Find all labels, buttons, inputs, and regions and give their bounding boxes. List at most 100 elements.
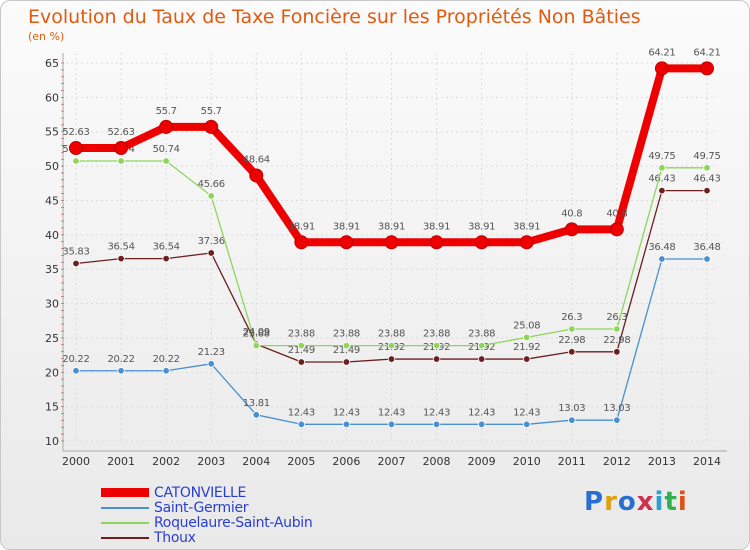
x-tick-label: 2009	[468, 455, 496, 468]
legend-label: Saint-Germier	[154, 500, 249, 516]
x-tick-label: 2001	[107, 455, 135, 468]
legend-item-saint-germier: Saint-Germier	[96, 500, 396, 516]
x-tick-label: 2014	[693, 455, 721, 468]
data-point-roquelaure-saint-aubin	[703, 164, 711, 172]
data-point-catonvielle	[294, 235, 309, 250]
data-point-roquelaure-saint-aubin	[297, 341, 306, 350]
data-label-saint-germier: 13.03	[603, 403, 630, 414]
data-label-saint-germier: 21.23	[198, 347, 225, 358]
data-label-catonvielle: 38.91	[423, 221, 450, 232]
data-label-roquelaure-saint-aubin: 23.88	[378, 329, 405, 340]
data-label-saint-germier: 12.43	[468, 407, 495, 418]
data-label-roquelaure-saint-aubin: 49.75	[648, 151, 675, 162]
legend-swatch-catonvielle	[101, 488, 149, 497]
data-label-saint-germier: 20.22	[153, 354, 180, 365]
data-point-thoux	[658, 186, 666, 195]
data-point-roquelaure-saint-aubin	[568, 325, 576, 333]
data-point-saint-germier	[297, 420, 306, 428]
data-label-saint-germier: 36.48	[648, 242, 675, 253]
data-point-catonvielle	[204, 119, 219, 134]
chart-title: Evolution du Taux de Taxe Foncière sur l…	[28, 6, 641, 28]
logo-letter: i	[654, 487, 665, 517]
data-label-catonvielle: 38.91	[378, 221, 405, 232]
data-point-roquelaure-saint-aubin	[72, 157, 80, 165]
data-point-thoux	[342, 358, 351, 366]
data-label-thoux: 21.92	[513, 342, 540, 353]
data-point-roquelaure-saint-aubin	[523, 333, 531, 342]
legend-item-thoux: Thoux	[96, 530, 396, 546]
data-label-roquelaure-saint-aubin: 26.3	[606, 312, 627, 323]
data-point-saint-germier	[523, 420, 531, 428]
y-tick-label: 65	[45, 57, 59, 70]
data-label-saint-germier: 12.43	[333, 407, 360, 418]
y-tick-label: 25	[45, 332, 59, 345]
data-label-saint-germier: 20.22	[62, 354, 89, 365]
data-point-thoux	[432, 355, 441, 363]
data-point-catonvielle	[114, 141, 129, 156]
x-tick-label: 2007	[378, 455, 406, 468]
data-point-catonvielle	[159, 119, 174, 134]
data-label-catonvielle: 48.64	[243, 154, 270, 165]
data-label-roquelaure-saint-aubin: 45.66	[198, 179, 225, 190]
data-label-thoux: 35.83	[62, 246, 89, 257]
logo-letter: o	[617, 487, 637, 517]
data-label-catonvielle: 38.91	[333, 221, 360, 232]
data-point-catonvielle	[654, 61, 669, 76]
data-point-catonvielle	[519, 235, 534, 250]
data-label-saint-germier: 13.03	[558, 403, 585, 414]
y-tick-label: 10	[45, 435, 59, 448]
data-point-catonvielle	[609, 222, 624, 237]
data-label-catonvielle: 40.8	[561, 208, 582, 219]
data-label-saint-germier: 12.43	[513, 407, 540, 418]
data-label-thoux: 22.98	[558, 335, 585, 346]
data-point-saint-germier	[477, 420, 486, 428]
data-label-catonvielle: 64.21	[648, 47, 675, 58]
y-tick-label: 40	[45, 229, 59, 242]
data-point-thoux	[207, 249, 215, 257]
logo-letter: x	[636, 487, 655, 517]
data-point-thoux	[162, 254, 170, 263]
data-point-saint-germier	[252, 411, 260, 419]
data-label-thoux: 37.36	[198, 236, 225, 247]
data-point-roquelaure-saint-aubin	[387, 341, 396, 350]
data-point-thoux	[568, 348, 576, 356]
data-point-catonvielle	[474, 235, 489, 250]
legend-item-roquelaure: Roquelaure-Saint-Aubin	[96, 515, 396, 531]
legend-label: Roquelaure-Saint-Aubin	[154, 515, 313, 531]
data-label-roquelaure-saint-aubin: 49.75	[693, 151, 720, 162]
legend-label: CATONVIELLE	[154, 485, 247, 501]
data-point-saint-germier	[342, 420, 351, 428]
data-point-thoux	[613, 348, 621, 356]
legend-swatch-roquelaure	[101, 522, 149, 524]
data-point-saint-germier	[72, 367, 80, 375]
y-tick-label: 50	[45, 160, 59, 173]
data-point-roquelaure-saint-aubin	[117, 157, 125, 165]
data-label-saint-germier: 12.43	[378, 407, 405, 418]
x-tick-label: 2004	[242, 455, 270, 468]
data-label-saint-germier: 12.43	[288, 407, 315, 418]
legend-label: Thoux	[154, 530, 196, 546]
logo-letter: r	[604, 487, 618, 517]
data-label-thoux: 21.49	[288, 345, 315, 356]
logo-letter: i	[677, 487, 688, 517]
x-tick-label: 2012	[603, 455, 631, 468]
data-point-roquelaure-saint-aubin	[342, 341, 351, 350]
data-point-thoux	[523, 355, 531, 363]
data-label-catonvielle: 55.7	[201, 106, 222, 117]
data-point-thoux	[703, 186, 711, 195]
data-label-thoux: 22.98	[603, 335, 630, 346]
data-label-roquelaure-saint-aubin: 23.88	[243, 329, 270, 340]
data-point-roquelaure-saint-aubin	[432, 341, 441, 350]
data-point-roquelaure-saint-aubin	[658, 164, 666, 172]
data-point-saint-germier	[568, 416, 576, 424]
data-point-thoux	[387, 355, 396, 363]
data-label-catonvielle: 38.91	[468, 221, 495, 232]
x-tick-label: 2000	[62, 455, 90, 468]
x-tick-label: 2002	[152, 455, 180, 468]
data-label-roquelaure-saint-aubin: 23.88	[333, 329, 360, 340]
data-label-roquelaure-saint-aubin: 23.88	[468, 329, 495, 340]
y-tick-label: 60	[45, 91, 59, 104]
data-point-saint-germier	[387, 420, 396, 428]
data-point-roquelaure-saint-aubin	[477, 341, 486, 350]
